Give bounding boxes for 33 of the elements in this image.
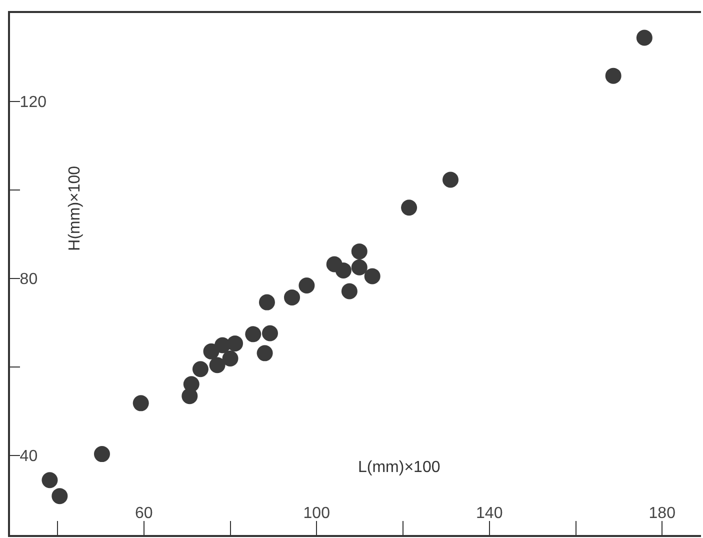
- point: [42, 472, 58, 488]
- x-axis-title: L(mm)×100: [358, 459, 440, 476]
- point: [262, 325, 278, 342]
- point: [183, 376, 200, 392]
- point: [605, 68, 622, 84]
- point: [94, 446, 110, 462]
- y-tick-label: 40: [20, 448, 38, 465]
- point: [298, 278, 315, 294]
- point: [442, 172, 459, 188]
- point: [284, 289, 300, 306]
- x-tick-label: 140: [476, 505, 503, 522]
- point: [258, 294, 275, 310]
- point: [351, 259, 368, 276]
- point: [401, 200, 418, 216]
- y-tick-label: 120: [20, 94, 47, 112]
- point: [227, 335, 244, 352]
- point: [245, 326, 262, 342]
- point: [351, 243, 368, 260]
- point: [209, 357, 226, 374]
- y-axis-title: H(mm)×100: [66, 166, 84, 251]
- point: [192, 361, 208, 378]
- point: [341, 283, 358, 300]
- point: [222, 350, 238, 366]
- x-tick-label: 60: [134, 505, 153, 522]
- point: [335, 262, 352, 278]
- point: [256, 345, 273, 362]
- x-tick-label: 180: [648, 505, 676, 522]
- point: [364, 268, 380, 284]
- point: [132, 395, 149, 412]
- x-tick-label: 100: [303, 505, 330, 522]
- y-tick-label: 80: [20, 271, 38, 288]
- point: [52, 488, 68, 504]
- point: [636, 30, 652, 46]
